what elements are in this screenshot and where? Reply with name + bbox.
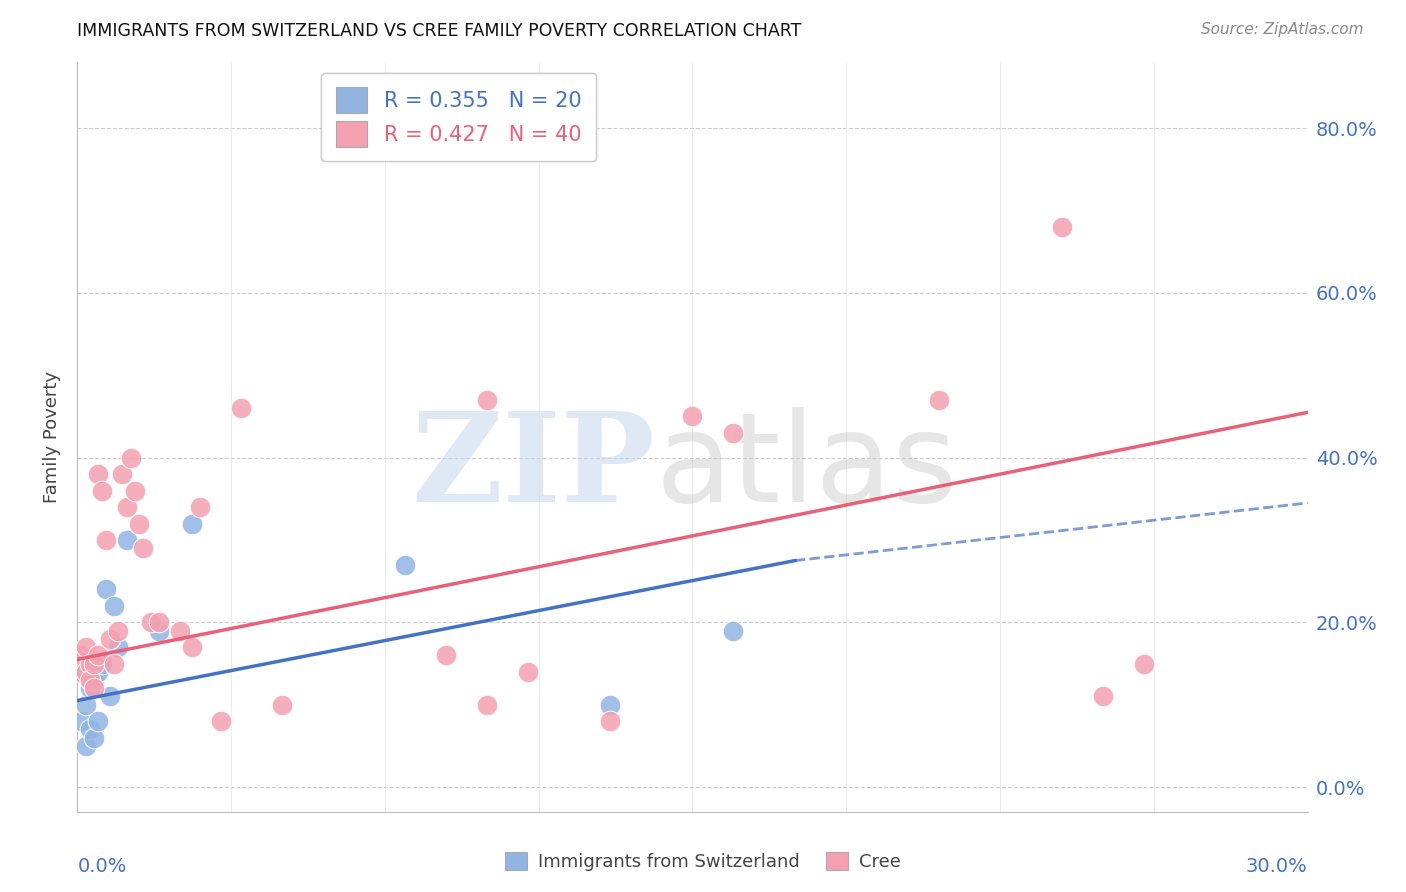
Point: [599, 698, 621, 712]
Point: [128, 516, 150, 531]
Point: [115, 500, 138, 514]
Point: [124, 483, 146, 498]
Text: Source: ZipAtlas.com: Source: ZipAtlas.com: [1201, 22, 1364, 37]
Point: [181, 516, 204, 531]
Text: atlas: atlas: [655, 407, 957, 527]
Point: [75, 739, 97, 753]
Point: [148, 624, 170, 638]
Point: [94, 533, 117, 547]
Point: [517, 665, 540, 679]
Point: [107, 624, 129, 638]
Point: [98, 690, 121, 704]
Text: 30.0%: 30.0%: [1246, 857, 1308, 876]
Point: [271, 698, 294, 712]
Point: [90, 483, 114, 498]
Point: [132, 541, 155, 556]
Point: [87, 665, 110, 679]
Point: [75, 665, 97, 679]
Point: [70, 714, 93, 728]
Point: [231, 401, 253, 416]
Point: [115, 533, 138, 547]
Point: [98, 632, 121, 646]
Point: [148, 615, 170, 630]
Point: [141, 615, 163, 630]
Y-axis label: Family Poverty: Family Poverty: [44, 371, 62, 503]
Point: [682, 409, 704, 424]
Text: ZIP: ZIP: [412, 407, 655, 527]
Point: [209, 714, 232, 728]
Point: [70, 665, 93, 679]
Point: [103, 657, 125, 671]
Point: [87, 467, 110, 482]
Point: [436, 648, 458, 663]
Point: [70, 648, 93, 663]
Text: IMMIGRANTS FROM SWITZERLAND VS CREE FAMILY POVERTY CORRELATION CHART: IMMIGRANTS FROM SWITZERLAND VS CREE FAMI…: [77, 22, 801, 40]
Point: [94, 582, 117, 597]
Point: [1091, 690, 1114, 704]
Point: [723, 624, 745, 638]
Point: [477, 392, 499, 407]
Point: [394, 558, 416, 572]
Point: [87, 648, 110, 663]
Text: 0.0%: 0.0%: [77, 857, 127, 876]
Point: [928, 392, 950, 407]
Point: [83, 681, 105, 696]
Point: [188, 500, 212, 514]
Point: [79, 657, 101, 671]
Point: [83, 731, 105, 745]
Point: [599, 714, 621, 728]
Point: [103, 599, 125, 613]
Point: [79, 723, 101, 737]
Point: [75, 698, 97, 712]
Point: [1050, 220, 1073, 235]
Point: [75, 640, 97, 654]
Point: [79, 681, 101, 696]
Point: [79, 673, 101, 687]
Point: [169, 624, 191, 638]
Point: [83, 673, 105, 687]
Point: [1132, 657, 1154, 671]
Point: [723, 425, 745, 440]
Point: [111, 467, 134, 482]
Point: [181, 640, 204, 654]
Legend: Immigrants from Switzerland, Cree: Immigrants from Switzerland, Cree: [498, 845, 908, 879]
Point: [477, 698, 499, 712]
Legend: R = 0.355   N = 20, R = 0.427   N = 40: R = 0.355 N = 20, R = 0.427 N = 40: [322, 73, 596, 161]
Point: [120, 450, 142, 465]
Point: [107, 640, 129, 654]
Point: [87, 714, 110, 728]
Point: [90, 657, 114, 671]
Point: [83, 657, 105, 671]
